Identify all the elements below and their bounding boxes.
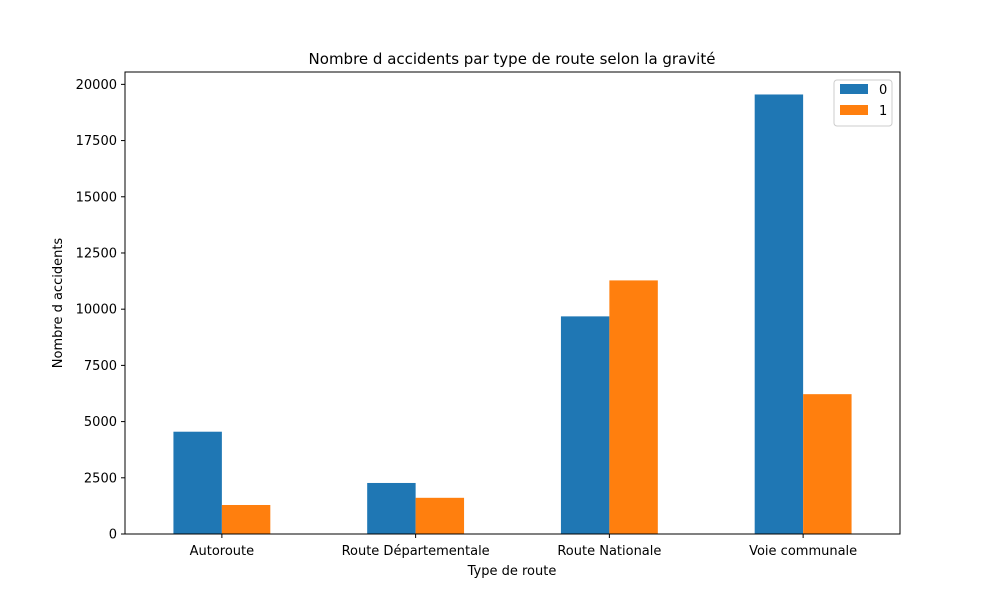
- legend-swatch-series-0: [840, 84, 868, 94]
- bars-group: [173, 94, 852, 534]
- y-tick-label: 12500: [76, 246, 117, 261]
- bar-voie-communale-series-0: [754, 94, 804, 534]
- y-tick-label: 17500: [76, 134, 117, 149]
- y-tick-label: 7500: [84, 359, 117, 374]
- y-tick-label: 0: [109, 528, 117, 543]
- y-tick-label: 15000: [76, 190, 117, 205]
- legend: 01: [833, 79, 893, 127]
- y-axis-label: Nombre d accidents: [51, 238, 66, 369]
- bar-route-d-partementale-series-1: [415, 497, 465, 534]
- x-tick-label: Autoroute: [190, 544, 255, 559]
- x-tick-label: Route Départementale: [342, 544, 490, 559]
- y-tick-label: 10000: [76, 303, 117, 318]
- bar-autoroute-series-0: [173, 431, 222, 534]
- chart-title: Nombre d accidents par type de route sel…: [309, 50, 716, 68]
- legend-label-series-1: 1: [879, 104, 887, 119]
- y-tick-label: 5000: [84, 415, 117, 430]
- y-axis-ticks: 0 2500 5000 7500 10000 12500 15000 17500 20000: [76, 78, 125, 543]
- bar-route-nationale-series-0: [560, 316, 610, 534]
- legend-label-series-0: 0: [879, 83, 887, 98]
- x-tick-label: Route Nationale: [557, 544, 661, 559]
- x-axis-label: Type de route: [467, 564, 557, 579]
- bar-autoroute-series-1: [221, 504, 271, 534]
- y-tick-label: 20000: [76, 78, 117, 93]
- x-axis-ticks: Autoroute Route Départementale Route Natio…: [190, 534, 857, 559]
- bar-route-d-partementale-series-0: [367, 482, 416, 534]
- x-tick-label: Voie communale: [749, 544, 857, 559]
- y-tick-label: 2500: [84, 471, 117, 486]
- plot-frame: [124, 71, 901, 535]
- bar-voie-communale-series-1: [803, 394, 852, 534]
- bar-route-nationale-series-1: [609, 280, 658, 534]
- legend-swatch-series-1: [840, 105, 868, 115]
